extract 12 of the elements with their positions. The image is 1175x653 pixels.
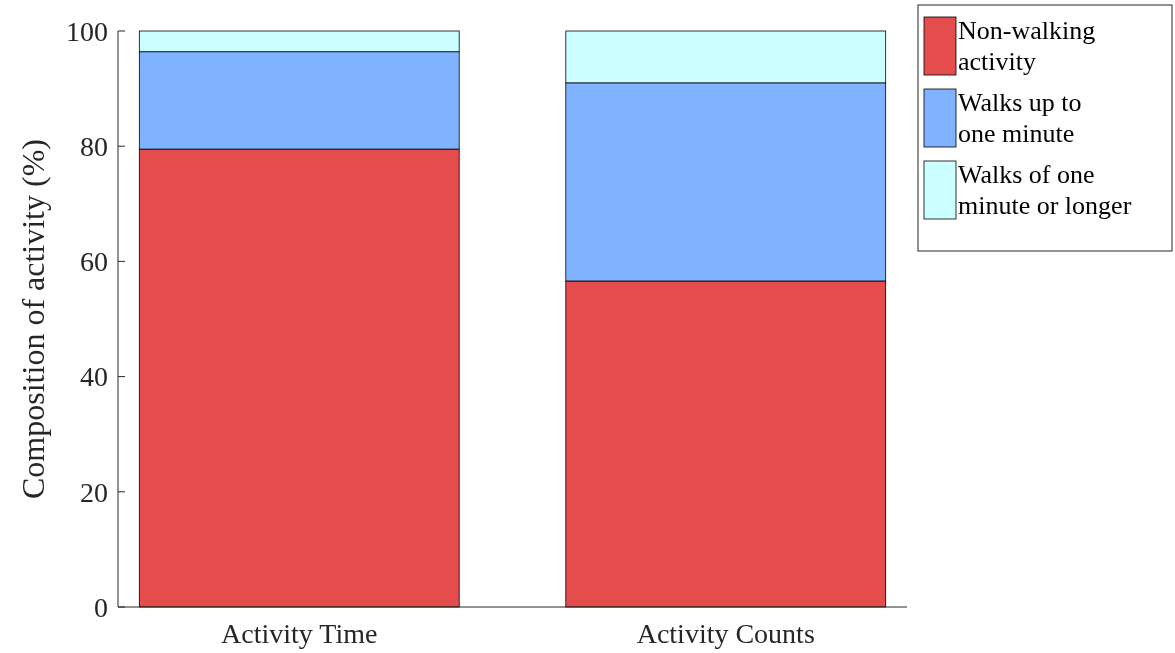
y-tick-label: 60: [80, 246, 108, 278]
legend-label: Walks up to one minute: [958, 88, 1082, 148]
y-tick-label: 100: [66, 15, 108, 47]
y-tick-label: 0: [94, 591, 108, 623]
y-tick-label: 20: [80, 476, 108, 508]
x-tick-label: Activity Time: [221, 618, 378, 649]
y-tick-label: 80: [80, 131, 108, 162]
y-tick-label: 40: [80, 361, 108, 393]
legend-label: Non-walking activity: [958, 16, 1096, 76]
x-tick-label: Activity Counts: [636, 618, 815, 649]
y-axis-title: Composition of activity (%): [15, 139, 51, 499]
legend-label: Walks of one minute or longer: [958, 160, 1132, 220]
